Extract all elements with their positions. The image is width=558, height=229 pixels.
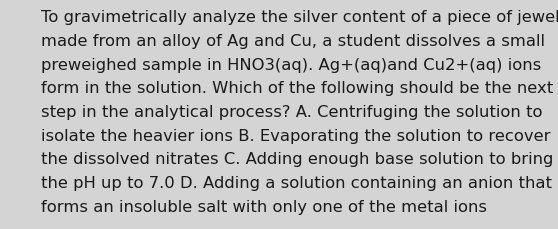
- Text: isolate the heavier ions B. Evaporating the solution to recover: isolate the heavier ions B. Evaporating …: [41, 128, 550, 143]
- Text: forms an insoluble salt with only one of the metal ions: forms an insoluble salt with only one of…: [41, 199, 487, 214]
- Text: preweighed sample in HNO3(aq). Ag+(aq)and Cu2+(aq) ions: preweighed sample in HNO3(aq). Ag+(aq)an…: [41, 57, 541, 72]
- Text: step in the analytical process? A. Centrifuging the solution to: step in the analytical process? A. Centr…: [41, 105, 542, 120]
- Text: form in the solution. Which of the following should be the next: form in the solution. Which of the follo…: [41, 81, 553, 96]
- Text: made from an alloy of Ag and Cu, a student dissolves a small: made from an alloy of Ag and Cu, a stude…: [41, 34, 545, 49]
- Text: the dissolved nitrates C. Adding enough base solution to bring: the dissolved nitrates C. Adding enough …: [41, 152, 553, 167]
- Text: the pH up to 7.0 D. Adding a solution containing an anion that: the pH up to 7.0 D. Adding a solution co…: [41, 175, 552, 190]
- Text: To gravimetrically analyze the silver content of a piece of jewelry: To gravimetrically analyze the silver co…: [41, 10, 558, 25]
